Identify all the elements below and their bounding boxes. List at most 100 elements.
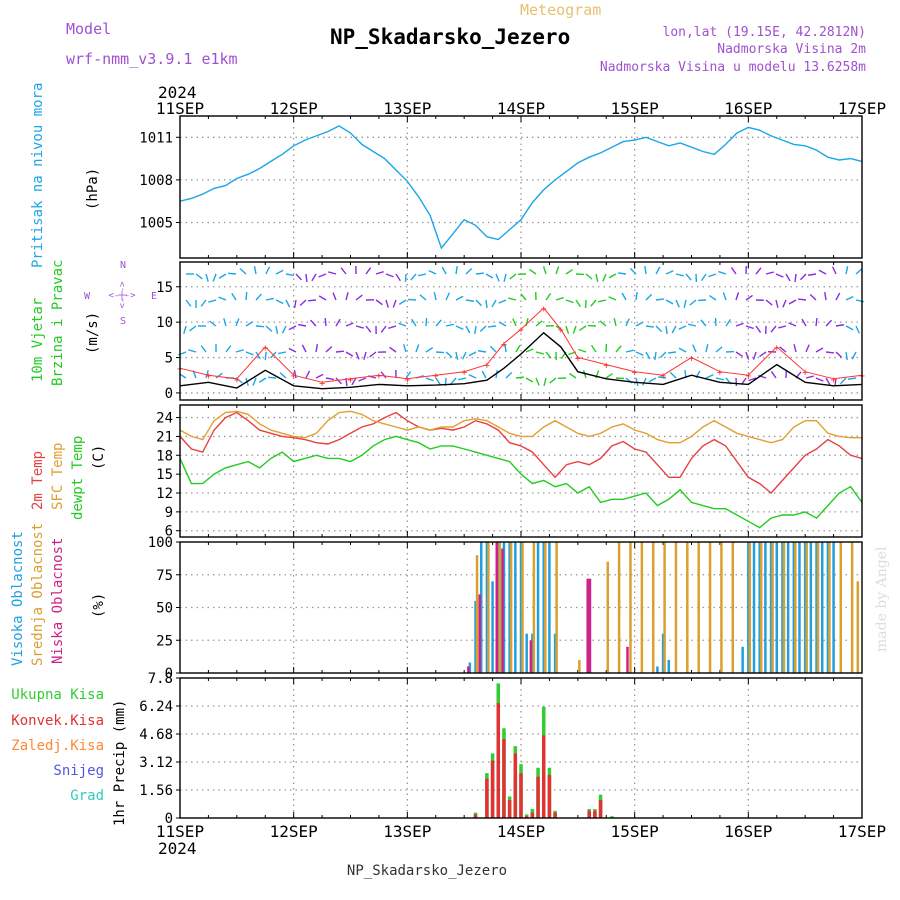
panel-frame bbox=[179, 677, 863, 819]
wind-arrow bbox=[253, 266, 257, 275]
time-label-top: 17SEP bbox=[838, 99, 886, 118]
wind-arrow bbox=[543, 377, 547, 386]
wind-arrow bbox=[264, 351, 267, 361]
bar bbox=[588, 578, 592, 673]
wind-arrow bbox=[794, 273, 797, 283]
wind-arrow bbox=[332, 292, 337, 301]
bar bbox=[536, 776, 540, 818]
series-line bbox=[179, 411, 863, 494]
bar bbox=[525, 633, 528, 673]
wind-arrow bbox=[529, 268, 537, 275]
wind-arrow bbox=[669, 371, 677, 379]
wind-arrow bbox=[285, 273, 295, 277]
wind-arrow bbox=[418, 273, 427, 277]
wind-arrow bbox=[433, 292, 437, 301]
wind-arrow bbox=[835, 324, 845, 327]
wind-arrow bbox=[565, 325, 570, 334]
wind-arrow bbox=[458, 377, 467, 381]
cloud-title-low: Niska Oblacnost bbox=[50, 538, 66, 664]
wind-arrow bbox=[845, 295, 854, 301]
bar bbox=[473, 814, 478, 818]
time-label-top: 16SEP bbox=[724, 99, 772, 118]
wind-arrow bbox=[730, 267, 737, 275]
bar bbox=[475, 555, 479, 673]
y-tick-label: 0 bbox=[165, 386, 173, 402]
wind-arrow bbox=[487, 325, 497, 328]
wind-arrow bbox=[205, 273, 209, 282]
bar bbox=[651, 542, 655, 673]
wind-arrow bbox=[799, 273, 807, 281]
wind-arrow bbox=[815, 317, 818, 327]
wind-arrow bbox=[508, 297, 517, 301]
time-label-bottom: 17SEP bbox=[838, 822, 886, 841]
wind-arrow bbox=[435, 319, 442, 327]
wind-arrow bbox=[355, 325, 364, 329]
wind-arrow bbox=[215, 372, 223, 379]
bar bbox=[541, 735, 546, 818]
gust-point: + bbox=[262, 343, 268, 354]
wind-arrow bbox=[491, 299, 497, 308]
wind-arrow bbox=[425, 317, 428, 327]
gust-point: + bbox=[660, 371, 666, 382]
wind-arrow bbox=[425, 377, 434, 382]
wind-arrow bbox=[788, 322, 797, 327]
time-label-top: 13SEP bbox=[383, 99, 431, 118]
cloud-title-high: Visoka Oblacnost bbox=[10, 531, 26, 666]
wind-arrow bbox=[801, 318, 807, 327]
wind-arrow bbox=[688, 323, 697, 327]
wind-arrow bbox=[295, 273, 302, 281]
pressure-title: Pritisak na nivou mora bbox=[30, 83, 46, 268]
bar bbox=[815, 542, 818, 673]
bar bbox=[782, 542, 786, 673]
wind-arrow bbox=[578, 325, 587, 332]
wind-arrow bbox=[450, 377, 457, 385]
model-name: wrf-nmm_v3.9.1 e1km bbox=[66, 50, 238, 68]
bar bbox=[663, 542, 666, 673]
wind-arrow bbox=[617, 272, 627, 275]
wind-arrow bbox=[678, 325, 687, 330]
wind-arrow bbox=[235, 349, 244, 353]
wind-arrow bbox=[245, 321, 254, 327]
wind-compass: N S W E <-|-> <-|-> bbox=[84, 260, 157, 327]
wind-arrow bbox=[265, 266, 271, 275]
y-tick-label: 5 bbox=[165, 351, 173, 367]
wind-arrow bbox=[575, 299, 582, 308]
wind-arrow bbox=[189, 325, 197, 332]
wind-arrow bbox=[657, 376, 667, 379]
wind-arrow bbox=[602, 273, 607, 282]
bar bbox=[640, 542, 644, 673]
wind-arrow bbox=[285, 299, 291, 308]
wind-arrow bbox=[407, 298, 417, 301]
bar bbox=[530, 812, 535, 818]
wind-arrow bbox=[335, 318, 341, 327]
wind-arrow bbox=[345, 351, 354, 357]
wind-arrow bbox=[385, 299, 390, 308]
bar bbox=[758, 542, 761, 673]
wind-arrow bbox=[380, 325, 387, 333]
wind-arrow bbox=[847, 377, 857, 380]
wind-arrow bbox=[535, 351, 544, 355]
wind-arrow bbox=[475, 299, 483, 307]
wind-arrow bbox=[245, 351, 254, 356]
wind-arrow bbox=[503, 273, 507, 282]
wind-arrow bbox=[395, 273, 401, 282]
bar bbox=[468, 662, 472, 673]
wind-arrow bbox=[288, 325, 297, 331]
bar bbox=[839, 542, 843, 673]
wind-arrow bbox=[208, 299, 217, 303]
y-tick-label: 1.56 bbox=[139, 783, 173, 799]
wind-unit: (m/s) bbox=[85, 312, 101, 354]
wind-arrow bbox=[311, 273, 317, 282]
wind-arrow bbox=[200, 299, 207, 307]
bar bbox=[508, 542, 511, 673]
bar bbox=[794, 542, 797, 673]
wind-arrow bbox=[465, 267, 473, 275]
wind-arrow bbox=[569, 372, 577, 379]
wind-arrow bbox=[183, 325, 187, 334]
wind-arrow bbox=[498, 321, 507, 327]
time-label-bottom: 14SEP bbox=[497, 822, 545, 841]
gust-point: + bbox=[205, 371, 211, 382]
bar bbox=[513, 753, 518, 818]
wind-arrow bbox=[815, 377, 824, 382]
bar bbox=[674, 542, 678, 673]
